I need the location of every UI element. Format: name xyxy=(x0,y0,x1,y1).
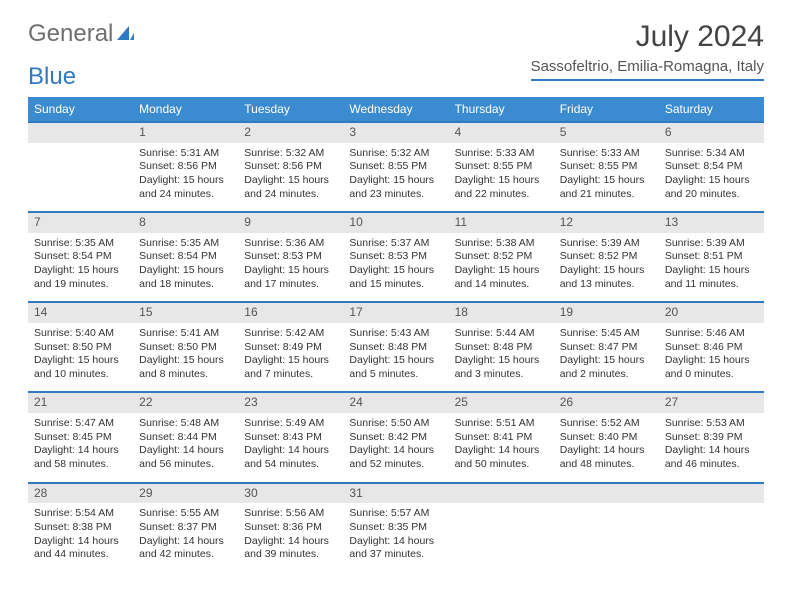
day-number-cell: 1 xyxy=(133,122,238,143)
day-info-cell: Sunrise: 5:37 AMSunset: 8:53 PMDaylight:… xyxy=(343,233,448,302)
day-info-cell: Sunrise: 5:51 AMSunset: 8:41 PMDaylight:… xyxy=(449,414,554,483)
day-number-cell: 7 xyxy=(28,212,133,233)
day-info-cell: Sunrise: 5:34 AMSunset: 8:54 PMDaylight:… xyxy=(659,143,764,212)
day-number-cell: 18 xyxy=(449,302,554,323)
day-info-cell: Sunrise: 5:36 AMSunset: 8:53 PMDaylight:… xyxy=(238,233,343,302)
weekday-header: Saturday xyxy=(659,97,764,122)
day-number-cell: 23 xyxy=(238,392,343,413)
day-info-cell: Sunrise: 5:44 AMSunset: 8:48 PMDaylight:… xyxy=(449,323,554,392)
day-number-cell: 9 xyxy=(238,212,343,233)
day-number-cell: 10 xyxy=(343,212,448,233)
day-info-cell: Sunrise: 5:39 AMSunset: 8:52 PMDaylight:… xyxy=(554,233,659,302)
day-number-cell: 25 xyxy=(449,392,554,413)
weekday-header: Wednesday xyxy=(343,97,448,122)
logo-sail-icon xyxy=(115,24,135,44)
day-info-cell: Sunrise: 5:32 AMSunset: 8:55 PMDaylight:… xyxy=(343,143,448,212)
weekday-header-row: Sunday Monday Tuesday Wednesday Thursday… xyxy=(28,97,764,122)
weekday-header: Tuesday xyxy=(238,97,343,122)
day-info-cell: Sunrise: 5:43 AMSunset: 8:48 PMDaylight:… xyxy=(343,323,448,392)
day-number-cell: 22 xyxy=(133,392,238,413)
day-number-row: 123456 xyxy=(28,122,764,143)
day-number-cell: 14 xyxy=(28,302,133,323)
day-info-cell: Sunrise: 5:55 AMSunset: 8:37 PMDaylight:… xyxy=(133,504,238,573)
day-info-cell xyxy=(554,504,659,573)
day-info-cell: Sunrise: 5:48 AMSunset: 8:44 PMDaylight:… xyxy=(133,414,238,483)
day-number-cell: 24 xyxy=(343,392,448,413)
logo: General xyxy=(28,20,137,48)
day-info-cell: Sunrise: 5:41 AMSunset: 8:50 PMDaylight:… xyxy=(133,323,238,392)
day-info-cell: Sunrise: 5:57 AMSunset: 8:35 PMDaylight:… xyxy=(343,504,448,573)
day-info-cell: Sunrise: 5:38 AMSunset: 8:52 PMDaylight:… xyxy=(449,233,554,302)
day-info-cell: Sunrise: 5:42 AMSunset: 8:49 PMDaylight:… xyxy=(238,323,343,392)
day-info-cell: Sunrise: 5:47 AMSunset: 8:45 PMDaylight:… xyxy=(28,414,133,483)
day-info-cell xyxy=(449,504,554,573)
month-title: July 2024 xyxy=(531,20,764,54)
day-info-cell: Sunrise: 5:31 AMSunset: 8:56 PMDaylight:… xyxy=(133,143,238,212)
day-info-row: Sunrise: 5:40 AMSunset: 8:50 PMDaylight:… xyxy=(28,323,764,392)
day-info-row: Sunrise: 5:54 AMSunset: 8:38 PMDaylight:… xyxy=(28,504,764,573)
day-number-cell: 29 xyxy=(133,483,238,504)
day-info-cell: Sunrise: 5:49 AMSunset: 8:43 PMDaylight:… xyxy=(238,414,343,483)
day-number-cell: 15 xyxy=(133,302,238,323)
day-number-cell: 6 xyxy=(659,122,764,143)
day-number-cell xyxy=(554,483,659,504)
day-number-cell: 2 xyxy=(238,122,343,143)
day-info-cell: Sunrise: 5:50 AMSunset: 8:42 PMDaylight:… xyxy=(343,414,448,483)
day-info-cell: Sunrise: 5:33 AMSunset: 8:55 PMDaylight:… xyxy=(449,143,554,212)
day-info-row: Sunrise: 5:31 AMSunset: 8:56 PMDaylight:… xyxy=(28,143,764,212)
day-number-cell: 21 xyxy=(28,392,133,413)
day-info-cell: Sunrise: 5:32 AMSunset: 8:56 PMDaylight:… xyxy=(238,143,343,212)
day-info-cell: Sunrise: 5:35 AMSunset: 8:54 PMDaylight:… xyxy=(28,233,133,302)
day-number-cell: 31 xyxy=(343,483,448,504)
day-info-cell: Sunrise: 5:33 AMSunset: 8:55 PMDaylight:… xyxy=(554,143,659,212)
day-info-cell: Sunrise: 5:39 AMSunset: 8:51 PMDaylight:… xyxy=(659,233,764,302)
weekday-header: Friday xyxy=(554,97,659,122)
day-number-row: 14151617181920 xyxy=(28,302,764,323)
weekday-header: Sunday xyxy=(28,97,133,122)
day-number-cell: 12 xyxy=(554,212,659,233)
logo-text-1: General xyxy=(28,20,113,48)
day-info-row: Sunrise: 5:35 AMSunset: 8:54 PMDaylight:… xyxy=(28,233,764,302)
day-info-cell: Sunrise: 5:53 AMSunset: 8:39 PMDaylight:… xyxy=(659,414,764,483)
day-info-cell: Sunrise: 5:52 AMSunset: 8:40 PMDaylight:… xyxy=(554,414,659,483)
day-info-cell: Sunrise: 5:35 AMSunset: 8:54 PMDaylight:… xyxy=(133,233,238,302)
day-number-cell xyxy=(659,483,764,504)
day-number-cell: 30 xyxy=(238,483,343,504)
day-number-cell: 3 xyxy=(343,122,448,143)
day-info-cell: Sunrise: 5:56 AMSunset: 8:36 PMDaylight:… xyxy=(238,504,343,573)
calendar-table: Sunday Monday Tuesday Wednesday Thursday… xyxy=(28,97,764,573)
day-info-cell: Sunrise: 5:45 AMSunset: 8:47 PMDaylight:… xyxy=(554,323,659,392)
day-info-cell xyxy=(659,504,764,573)
day-number-cell: 8 xyxy=(133,212,238,233)
day-number-row: 28293031 xyxy=(28,483,764,504)
logo-text-2: Blue xyxy=(28,63,764,91)
day-number-row: 78910111213 xyxy=(28,212,764,233)
day-number-cell: 11 xyxy=(449,212,554,233)
day-number-cell: 5 xyxy=(554,122,659,143)
day-number-cell xyxy=(28,122,133,143)
day-number-cell: 26 xyxy=(554,392,659,413)
day-number-cell: 20 xyxy=(659,302,764,323)
day-info-cell: Sunrise: 5:54 AMSunset: 8:38 PMDaylight:… xyxy=(28,504,133,573)
day-number-cell: 4 xyxy=(449,122,554,143)
day-number-cell: 16 xyxy=(238,302,343,323)
day-info-cell xyxy=(28,143,133,212)
day-number-cell: 28 xyxy=(28,483,133,504)
day-number-cell: 17 xyxy=(343,302,448,323)
day-number-cell: 27 xyxy=(659,392,764,413)
day-info-cell: Sunrise: 5:46 AMSunset: 8:46 PMDaylight:… xyxy=(659,323,764,392)
day-info-row: Sunrise: 5:47 AMSunset: 8:45 PMDaylight:… xyxy=(28,414,764,483)
weekday-header: Monday xyxy=(133,97,238,122)
day-number-cell: 13 xyxy=(659,212,764,233)
weekday-header: Thursday xyxy=(449,97,554,122)
day-number-cell: 19 xyxy=(554,302,659,323)
day-info-cell: Sunrise: 5:40 AMSunset: 8:50 PMDaylight:… xyxy=(28,323,133,392)
day-number-row: 21222324252627 xyxy=(28,392,764,413)
day-number-cell xyxy=(449,483,554,504)
